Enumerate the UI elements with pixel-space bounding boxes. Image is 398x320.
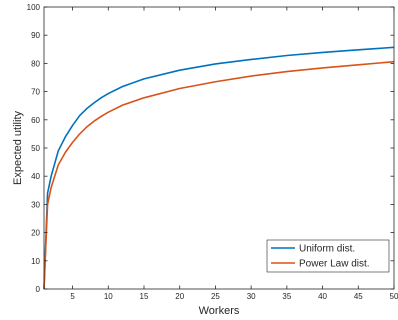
x-tick-label: 15: [140, 292, 149, 301]
x-tick-label: 45: [354, 292, 363, 301]
y-tick-label: 50: [31, 144, 40, 153]
y-tick-label: 30: [31, 200, 40, 209]
x-tick-label: 20: [175, 292, 184, 301]
legend-label-power-law: Power Law dist.: [299, 259, 370, 270]
y-tick-label: 60: [31, 116, 40, 125]
y-tick-label: 80: [31, 59, 40, 68]
series-line-1: [43, 60, 395, 290]
y-tick-label: 100: [27, 3, 41, 12]
x-tick-label: 30: [247, 292, 256, 301]
x-tick-label: 40: [318, 292, 327, 301]
y-tick-label: 40: [31, 172, 40, 181]
legend: Uniform dist. Power Law dist.: [266, 239, 390, 273]
x-tick-label: 35: [282, 292, 291, 301]
x-axis-label: Workers: [199, 305, 240, 317]
x-tick-label: 5: [70, 292, 75, 301]
x-tick-label: 10: [104, 292, 113, 301]
y-axis-ticks: 0 10 20 30 40 50 60 70 80 90 100: [27, 3, 394, 294]
series-layer: [43, 46, 395, 290]
legend-label-uniform: Uniform dist.: [299, 244, 355, 255]
y-axis-label: Expected utility: [12, 111, 24, 185]
y-tick-label: 20: [31, 229, 40, 238]
legend-box: [266, 239, 390, 273]
y-tick-label: 70: [31, 88, 40, 97]
y-tick-label: 0: [36, 285, 41, 294]
x-axis-ticks: 5 10 15 20 25 30 35 40 45 50: [70, 7, 398, 301]
x-tick-label: 25: [211, 292, 220, 301]
x-tick-label: 50: [390, 292, 398, 301]
y-tick-label: 90: [31, 31, 40, 40]
y-tick-label: 10: [31, 257, 40, 266]
series-line-0: [43, 46, 395, 290]
